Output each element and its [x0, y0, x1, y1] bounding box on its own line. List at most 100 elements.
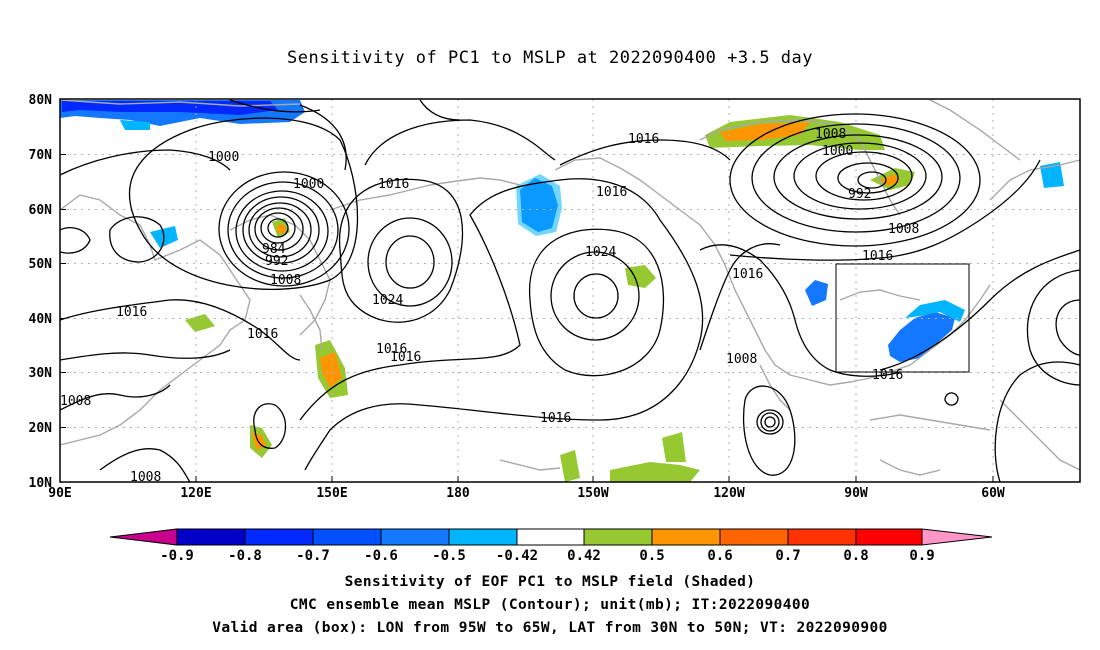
asia-1016 — [59, 299, 301, 361]
colorbar-label: -0.5 — [432, 548, 466, 564]
colorbar-box-7 — [583, 528, 653, 546]
tc-contour-4 — [742, 385, 796, 476]
ice-contour-1 — [857, 171, 887, 189]
low-contour-2 — [260, 212, 296, 244]
contour-label: 1024 — [585, 245, 616, 260]
colorbar-box-3 — [312, 528, 382, 546]
lat-label: 60N — [29, 203, 53, 218]
lon-label: 180 — [446, 486, 470, 501]
high-contour-1 — [385, 235, 435, 289]
contour-label: 1016 — [862, 249, 893, 264]
lat-label: 30N — [29, 366, 53, 381]
shade-pos-japan-core — [320, 352, 342, 388]
asia-1008 — [59, 384, 171, 411]
shade-pos-gulf — [625, 265, 656, 288]
colorbar-box-5 — [448, 528, 518, 546]
atl-high2 — [1026, 269, 1081, 386]
contour-label: 984 — [262, 242, 286, 257]
lon-label: 150W — [577, 486, 608, 501]
tc-contour-1 — [764, 416, 776, 428]
lat-label: 20N — [29, 421, 53, 436]
contour-label: 1016 — [540, 411, 571, 426]
shade-pos-low-core — [276, 224, 286, 234]
contour-label: 1008 — [270, 273, 301, 288]
colorbar-left-arrow — [109, 528, 178, 546]
figure-title: Sensitivity of PC1 to MSLP at 2022090400… — [286, 48, 813, 68]
atl-sub — [994, 361, 1081, 483]
shade-pos-south2 — [610, 462, 700, 482]
colorbar-box-6 — [516, 528, 585, 546]
arctic-1016 — [419, 99, 461, 121]
colorbar-label: -0.8 — [228, 548, 262, 564]
shade-neg-useast-edge — [905, 300, 965, 322]
contour-label: 1016 — [378, 177, 409, 192]
low-contour-3 — [254, 207, 304, 251]
shade-pos-yellowsea — [185, 314, 215, 332]
caption-line-3: Valid area (box): LON from 95W to 65W, L… — [212, 620, 888, 636]
arctic-1008 — [299, 104, 347, 171]
low-contour-6 — [235, 190, 329, 272]
contour-label: 1016 — [390, 350, 421, 365]
shade-neg-arctic-edge — [120, 120, 150, 130]
graticule — [60, 99, 1080, 482]
high-contour-5 — [550, 251, 640, 341]
tropic-loop — [253, 403, 287, 449]
colorbar-label: -0.7 — [296, 548, 330, 564]
low-contour-5 — [242, 196, 320, 264]
longitude-labels: 90E 120E 150E 180 150W 120W 90W 60W — [48, 486, 1005, 501]
valid-area-box — [835, 263, 970, 373]
contour-label: 1016 — [247, 327, 278, 342]
contour-label: 1016 — [376, 342, 407, 357]
contour-label: 1024 — [372, 293, 403, 308]
colorbar-box-1 — [176, 528, 246, 546]
contour-label: 1016 — [596, 185, 627, 200]
lat-label: 80N — [29, 93, 53, 108]
low-contour-1 — [267, 218, 289, 238]
shade-neg-useast — [888, 312, 955, 362]
lat-label: 50N — [29, 257, 53, 272]
contour-label: 1016 — [628, 132, 659, 147]
shade-pos-south1 — [560, 450, 580, 482]
lon-label: 120W — [713, 486, 744, 501]
lon-label: 90E — [48, 486, 71, 501]
contour-label: 1016 — [116, 305, 147, 320]
asia-closed — [109, 216, 165, 263]
arctic-1000 — [229, 99, 321, 113]
contour-label: 1008 — [60, 394, 91, 409]
west-1016 — [699, 244, 901, 377]
contour-label: 1016 — [872, 368, 903, 383]
pacific-1016 — [299, 178, 704, 471]
colorbar-label: -0.42 — [496, 548, 538, 564]
low-contour-4 — [248, 202, 312, 258]
lon-label: 120E — [180, 486, 211, 501]
lat-label: 10N — [29, 476, 53, 491]
asia-1000 — [59, 149, 231, 176]
ice-contour-6 — [751, 123, 961, 233]
tc-contour-3 — [756, 409, 784, 435]
shade-neg-ne — [1040, 162, 1064, 188]
colorbar-label: 0.9 — [909, 548, 934, 564]
colorbar-label: 0.6 — [707, 548, 732, 564]
colorbar-label: -0.6 — [364, 548, 398, 564]
lon-label: 60W — [981, 486, 1005, 501]
shade-pos-south3 — [662, 432, 686, 462]
colorbar-label: 0.42 — [567, 548, 601, 564]
contour-label: 1000 — [208, 150, 239, 165]
map-figure: 1000 1000 1016 984 992 1008 1016 1024 10… — [29, 93, 1081, 564]
contour-label: 1008 — [726, 352, 757, 367]
low-contour-9 — [128, 117, 359, 291]
colorbar-box-9 — [719, 528, 789, 546]
asia-1008b — [99, 448, 191, 483]
colorbar-box-4 — [380, 528, 450, 546]
high-contour-4 — [573, 273, 619, 319]
carib-loop — [944, 392, 959, 406]
map-frame — [59, 98, 1081, 483]
atl-high — [1055, 299, 1081, 356]
shade-neg-bering-edge — [516, 174, 562, 236]
contour-label: 992 — [265, 254, 288, 269]
asia-closed2 — [59, 227, 91, 254]
colorbar-label: 0.7 — [775, 548, 800, 564]
shade-neg-greatlakes — [805, 280, 828, 306]
colorbar-box-10 — [787, 528, 857, 546]
contour-label: 1000 — [293, 177, 324, 192]
